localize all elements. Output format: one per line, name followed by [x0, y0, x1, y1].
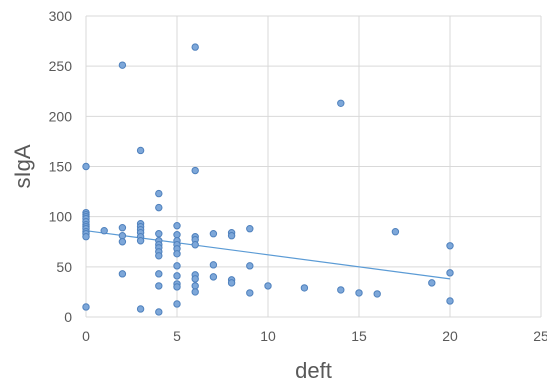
- y-tick-label: 0: [64, 309, 72, 325]
- data-point: [173, 250, 181, 258]
- data-point: [173, 221, 181, 230]
- gridlines: [85, 15, 542, 318]
- data-point: [209, 273, 218, 281]
- data-point: [136, 146, 145, 155]
- data-point: [428, 279, 436, 287]
- data-point: [100, 227, 108, 235]
- x-tick-label: 5: [173, 328, 181, 344]
- data-point: [446, 297, 454, 305]
- trendline: [85, 230, 451, 280]
- x-axis-title: deft: [295, 358, 332, 382]
- data-point: [173, 300, 181, 308]
- data-points: [82, 43, 454, 316]
- data-point: [118, 224, 127, 232]
- y-axis-title: sIgA: [10, 144, 35, 188]
- data-point: [191, 43, 199, 51]
- data-point: [136, 305, 145, 313]
- y-tick-label: 150: [49, 159, 73, 175]
- data-point: [82, 303, 90, 311]
- data-point: [82, 162, 90, 171]
- data-point: [173, 262, 181, 270]
- data-point: [209, 230, 218, 238]
- data-point: [191, 288, 199, 296]
- data-point: [246, 225, 254, 233]
- data-point: [173, 272, 181, 280]
- data-point: [155, 282, 163, 290]
- data-point: [155, 270, 163, 278]
- data-point: [118, 238, 127, 246]
- data-point: [209, 261, 218, 269]
- data-point: [246, 262, 254, 270]
- data-point: [118, 61, 127, 69]
- data-point: [227, 279, 236, 287]
- x-tick-label: 10: [260, 328, 276, 344]
- data-point: [173, 231, 181, 239]
- data-point: [355, 289, 363, 297]
- data-point: [82, 233, 90, 241]
- y-tick-label: 100: [49, 209, 73, 225]
- data-point: [191, 241, 199, 249]
- data-point: [136, 237, 145, 245]
- data-point: [118, 270, 127, 278]
- data-point: [391, 228, 400, 236]
- data-point: [264, 282, 272, 290]
- y-tick-label: 50: [56, 259, 72, 275]
- data-point: [191, 166, 199, 175]
- data-point: [155, 189, 163, 198]
- data-point: [155, 308, 163, 316]
- data-point: [155, 252, 163, 260]
- data-point: [337, 286, 345, 294]
- data-point: [191, 275, 199, 283]
- data-point: [446, 242, 454, 250]
- y-tick-label: 300: [49, 8, 73, 24]
- x-tick-label: 15: [351, 328, 367, 344]
- x-tick-label: 0: [82, 328, 90, 344]
- y-tick-label: 250: [49, 58, 73, 74]
- tick-labels: 0 50 100 150 200 250 300 0 5 10 15 20 25: [49, 8, 547, 344]
- data-point: [300, 284, 309, 292]
- data-point: [173, 283, 181, 291]
- y-tick-label: 200: [49, 108, 73, 124]
- data-point: [227, 232, 236, 240]
- data-point: [446, 269, 454, 277]
- x-tick-label: 20: [442, 328, 458, 344]
- data-point: [337, 99, 345, 107]
- data-point: [373, 290, 381, 298]
- trendline-layer: [85, 230, 451, 280]
- data-point: [246, 289, 254, 297]
- data-point: [155, 230, 163, 238]
- data-point: [191, 282, 199, 290]
- x-tick-label: 25: [533, 328, 547, 344]
- data-point: [118, 232, 127, 240]
- data-point: [155, 203, 163, 212]
